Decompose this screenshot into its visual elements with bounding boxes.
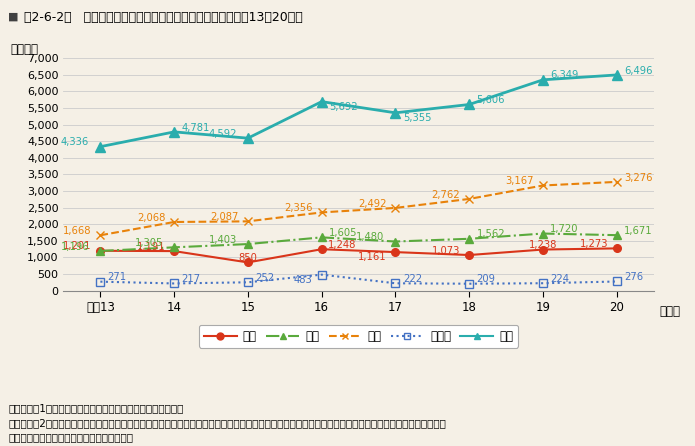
救急: [170, 219, 179, 225]
Text: 5,355: 5,355: [403, 113, 432, 123]
Text: 1,196: 1,196: [60, 242, 89, 252]
合計: [612, 72, 621, 78]
その他: [96, 279, 104, 285]
Legend: 火災, 救助, 救急, その他, 合計: 火災, 救助, 救急, その他, 合計: [199, 325, 518, 347]
合計: [539, 77, 547, 83]
Line: その他: その他: [97, 271, 621, 288]
火災: [465, 252, 473, 258]
合計: [318, 99, 326, 104]
Text: 1,273: 1,273: [580, 239, 608, 249]
Text: 271: 271: [108, 273, 127, 282]
Text: 2,356: 2,356: [284, 203, 313, 213]
Line: 火災: 火災: [97, 244, 621, 266]
合計: [391, 110, 400, 116]
火災: [96, 248, 104, 253]
Text: 1,073: 1,073: [432, 246, 460, 256]
火災: [318, 247, 326, 252]
その他: [244, 280, 252, 285]
救急: [539, 183, 547, 188]
Text: 1,161: 1,161: [358, 252, 386, 262]
その他: [465, 281, 473, 286]
救急: [96, 233, 104, 238]
Text: 1,248: 1,248: [327, 240, 356, 250]
その他: [539, 281, 547, 286]
火災: [244, 260, 252, 265]
Text: 1,403: 1,403: [208, 235, 237, 245]
Text: 4,781: 4,781: [181, 123, 210, 132]
Text: 222: 222: [403, 274, 422, 284]
Text: 252: 252: [255, 273, 275, 283]
救急: [244, 219, 252, 224]
Text: 6,496: 6,496: [624, 66, 653, 76]
救急: [391, 205, 400, 211]
Text: 第2-6-2図   消防防災ヘリコプターによる災害活動状況（平成13〜20年）: 第2-6-2図 消防防災ヘリコプターによる災害活動状況（平成13〜20年）: [24, 11, 303, 24]
救急: [318, 210, 326, 215]
救急: [612, 179, 621, 185]
Line: 救助: 救助: [97, 230, 621, 255]
Text: 救急出動以外の出動をいう。: 救急出動以外の出動をいう。: [8, 433, 133, 442]
Line: 救急: 救急: [97, 178, 621, 239]
Text: 2,492: 2,492: [358, 198, 386, 209]
火災: [612, 246, 621, 251]
Text: 483: 483: [294, 275, 313, 285]
救助: [465, 236, 473, 241]
Text: 5,606: 5,606: [477, 95, 505, 105]
Text: 1,562: 1,562: [477, 230, 505, 240]
Text: 850: 850: [238, 253, 257, 263]
Text: 1,238: 1,238: [529, 240, 557, 250]
Text: 209: 209: [477, 274, 496, 285]
Text: 2,068: 2,068: [137, 213, 165, 223]
Text: 1,671: 1,671: [624, 226, 653, 236]
その他: [318, 272, 326, 277]
Text: 1,605: 1,605: [329, 228, 357, 238]
Text: 1,480: 1,480: [356, 232, 384, 242]
その他: [391, 281, 400, 286]
その他: [170, 281, 179, 286]
火災: [539, 247, 547, 252]
Text: ■: ■: [8, 11, 19, 21]
救急: [465, 196, 473, 202]
その他: [612, 279, 621, 284]
救助: [391, 239, 400, 244]
Text: 2　「その他」とは、地震、風水害、大規模事故等における警戒、指揮支援、情報収集等の調査活動並びに資機材及び人員搬送等、火災、救助、: 2 「その他」とは、地震、風水害、大規模事故等における警戒、指揮支援、情報収集等…: [8, 418, 446, 428]
火災: [170, 248, 179, 254]
Text: 1,305: 1,305: [135, 238, 163, 248]
Text: 1,201: 1,201: [63, 241, 92, 252]
救助: [318, 235, 326, 240]
救助: [170, 245, 179, 250]
Text: 224: 224: [550, 274, 569, 284]
Text: 217: 217: [181, 274, 201, 284]
合計: [96, 144, 104, 149]
救助: [244, 241, 252, 247]
Text: 4,336: 4,336: [61, 137, 89, 147]
救助: [539, 231, 547, 236]
合計: [465, 102, 473, 107]
Text: 2,762: 2,762: [432, 190, 460, 200]
Text: （備考）　1　「消防防災・震災対策等現況調査」により作成: （備考） 1 「消防防災・震災対策等現況調査」により作成: [8, 404, 183, 413]
Text: 3,167: 3,167: [505, 176, 534, 186]
火災: [391, 249, 400, 255]
救助: [96, 248, 104, 254]
救助: [612, 232, 621, 238]
Line: 合計: 合計: [96, 70, 621, 151]
Text: 2,087: 2,087: [211, 212, 239, 222]
Text: 5,692: 5,692: [329, 102, 358, 112]
Text: 276: 276: [624, 272, 644, 282]
Text: 1,668: 1,668: [63, 226, 92, 236]
合計: [170, 129, 179, 135]
合計: [244, 136, 252, 141]
Text: （年）: （年）: [660, 305, 680, 318]
Text: 4,592: 4,592: [208, 129, 237, 139]
Text: （件数）: （件数）: [10, 43, 38, 56]
Text: 3,276: 3,276: [624, 173, 653, 182]
Text: 1,720: 1,720: [550, 224, 579, 234]
Text: 6,349: 6,349: [550, 70, 579, 80]
Text: 1,191: 1,191: [137, 242, 165, 252]
